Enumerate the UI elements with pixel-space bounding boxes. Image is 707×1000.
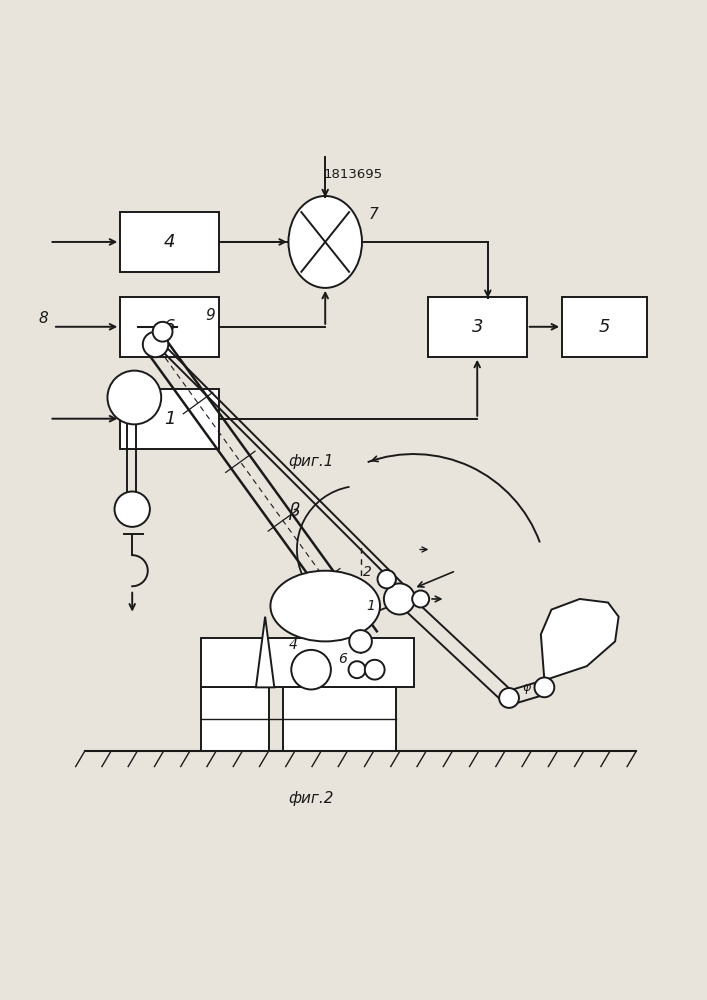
Text: 1: 1	[164, 410, 175, 428]
Circle shape	[349, 630, 372, 653]
Bar	[201, 638, 414, 687]
Ellipse shape	[270, 571, 380, 641]
Text: 1: 1	[367, 599, 375, 613]
Circle shape	[384, 583, 415, 615]
Circle shape	[349, 661, 366, 678]
Polygon shape	[541, 599, 619, 680]
Circle shape	[107, 371, 161, 424]
Text: фиг.1: фиг.1	[288, 454, 334, 469]
Text: 9: 9	[205, 308, 215, 323]
Bar	[283, 687, 396, 751]
Bar	[201, 687, 269, 751]
Bar	[428, 297, 527, 357]
Circle shape	[499, 688, 519, 708]
Text: 6: 6	[164, 318, 175, 336]
Ellipse shape	[288, 196, 362, 288]
Text: 4: 4	[289, 638, 298, 652]
Text: 6: 6	[339, 652, 347, 666]
Circle shape	[412, 590, 429, 607]
Text: 1813695: 1813695	[324, 168, 383, 181]
Circle shape	[115, 492, 150, 527]
Circle shape	[143, 332, 168, 357]
Bar	[562, 297, 647, 357]
Text: 4: 4	[164, 233, 175, 251]
Circle shape	[291, 650, 331, 689]
Circle shape	[378, 570, 396, 588]
Text: 8: 8	[38, 311, 48, 326]
Text: 5: 5	[599, 318, 610, 336]
Text: β: β	[288, 502, 299, 520]
Circle shape	[153, 322, 173, 342]
Text: φ: φ	[522, 681, 531, 694]
Bar	[120, 297, 219, 357]
Text: фиг.2: фиг.2	[288, 791, 334, 806]
Circle shape	[534, 677, 554, 697]
Bar	[120, 389, 219, 449]
Polygon shape	[256, 617, 274, 687]
Text: 7: 7	[369, 207, 379, 222]
Bar	[120, 212, 219, 272]
Text: 2: 2	[363, 565, 372, 579]
Circle shape	[365, 660, 385, 680]
Text: 3: 3	[472, 318, 483, 336]
